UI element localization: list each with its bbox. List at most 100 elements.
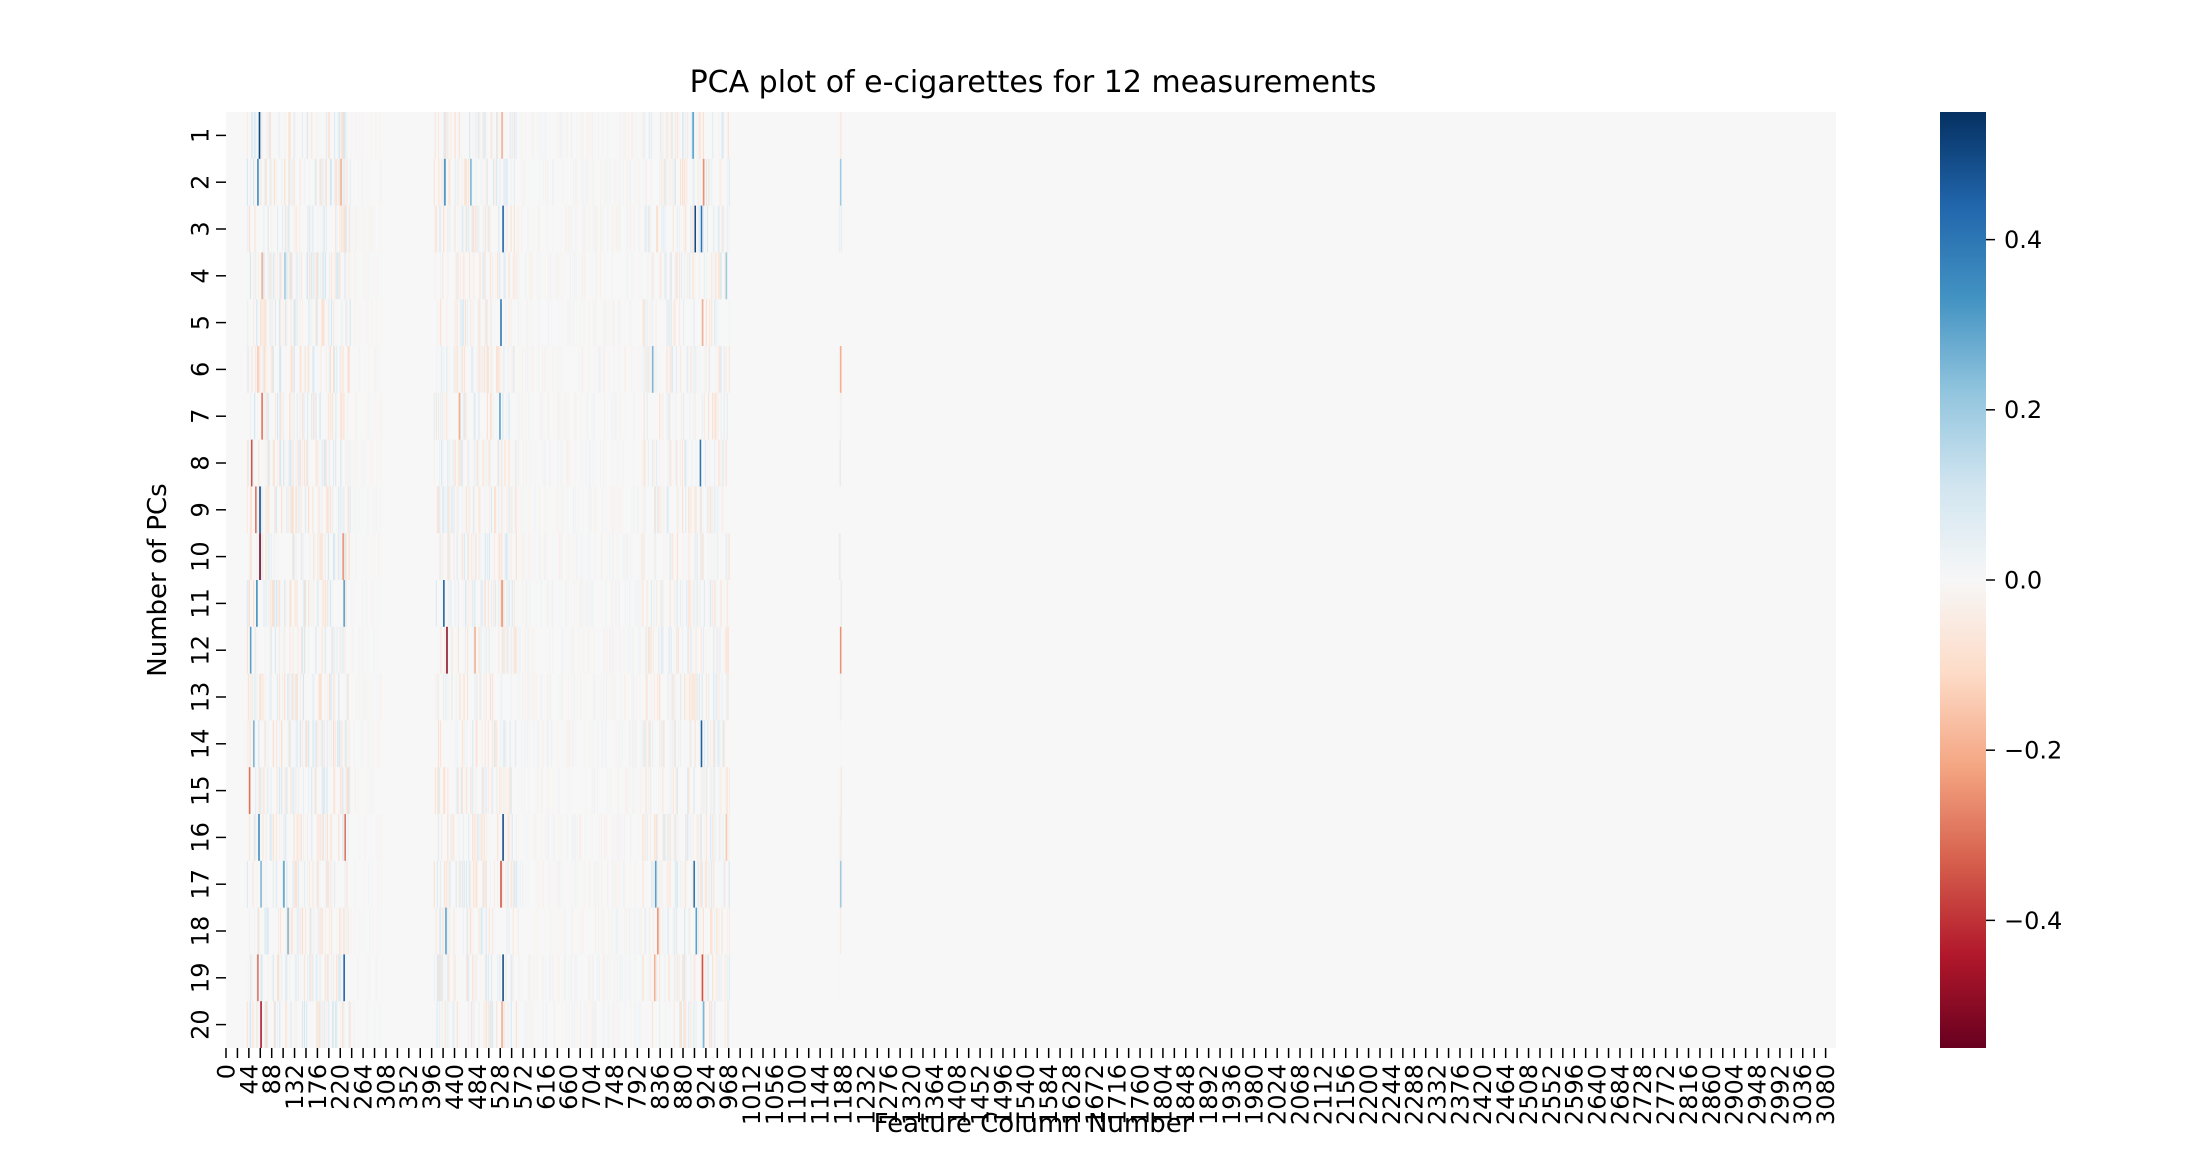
- heatmap-cell: [284, 814, 286, 861]
- heatmap-cell: [652, 860, 655, 908]
- heatmap-cell: [446, 673, 448, 721]
- heatmap-cell: [311, 112, 313, 159]
- heatmap-cell: [446, 860, 448, 908]
- heatmap-cell: [299, 299, 301, 346]
- heatmap-cell: [358, 299, 361, 346]
- heatmap-cell: [268, 439, 270, 487]
- heatmap-cell: [718, 720, 720, 768]
- heatmap-cell: [549, 673, 551, 721]
- heatmap-cell: [297, 907, 299, 955]
- heatmap-cell: [309, 158, 311, 206]
- heatmap-cell: [669, 580, 671, 627]
- heatmap-cell: [265, 907, 267, 955]
- heatmap-cell: [654, 626, 657, 674]
- heatmap-cell: [706, 767, 709, 814]
- heatmap-cell: [334, 158, 336, 206]
- heatmap-cell: [689, 252, 691, 300]
- heatmap-cell: [497, 346, 499, 393]
- heatmap-cell: [321, 626, 323, 674]
- heatmap-cell: [515, 486, 517, 534]
- heatmap-cell: [468, 860, 470, 908]
- heatmap-cell: [441, 814, 443, 861]
- heatmap-cell: [546, 299, 549, 346]
- heatmap-cell: [468, 205, 470, 253]
- heatmap-cell: [576, 954, 578, 1002]
- heatmap-cell: [565, 860, 567, 908]
- heatmap-cell: [664, 1001, 666, 1048]
- heatmap-cell: [565, 814, 567, 861]
- heatmap-cell: [513, 112, 515, 159]
- heatmap-cell: [533, 814, 535, 861]
- heatmap-cell: [688, 486, 690, 534]
- heatmap-cell: [612, 860, 614, 908]
- heatmap-cell: [276, 720, 279, 768]
- heatmap-cell: [309, 907, 311, 955]
- heatmap-cell: [838, 814, 841, 861]
- heatmap-cell: [273, 252, 275, 300]
- heatmap-cell: [465, 486, 468, 534]
- heatmap-cell: [627, 907, 630, 955]
- heatmap-cell: [330, 299, 333, 346]
- heatmap-cell: [618, 1001, 620, 1048]
- heatmap-cell: [619, 814, 621, 861]
- heatmap-cell: [343, 907, 345, 955]
- heatmap-cell: [512, 439, 514, 487]
- heatmap-cell: [719, 814, 721, 861]
- heatmap-cell: [505, 814, 507, 861]
- heatmap-cell: [448, 673, 450, 721]
- heatmap-cell: [681, 954, 684, 1002]
- heatmap-cell: [598, 346, 601, 393]
- heatmap-cell: [522, 346, 524, 393]
- heatmap-cell: [840, 205, 843, 253]
- heatmap-cell: [659, 486, 661, 534]
- heatmap-cell: [644, 112, 646, 159]
- colorbar-tick-label: −0.2: [2004, 737, 2062, 765]
- heatmap-cell: [537, 205, 539, 253]
- heatmap-cell: [570, 486, 573, 534]
- heatmap-cell: [597, 860, 600, 908]
- heatmap-cell: [688, 626, 690, 674]
- heatmap-cell: [435, 673, 438, 721]
- heatmap-cell: [487, 205, 489, 253]
- heatmap-cell: [499, 158, 501, 206]
- heatmap-cell: [725, 346, 727, 393]
- heatmap-cell: [689, 673, 691, 721]
- heatmap-cell: [460, 112, 462, 159]
- heatmap-cell: [727, 205, 729, 253]
- heatmap-cell: [614, 860, 616, 908]
- heatmap-cell: [283, 392, 285, 440]
- heatmap-cell: [484, 860, 486, 908]
- heatmap-cell: [689, 533, 691, 580]
- heatmap-cell: [676, 626, 678, 674]
- heatmap-cell: [257, 720, 259, 768]
- heatmap-cell: [332, 720, 335, 768]
- x-tick-label: 880: [669, 1064, 697, 1110]
- heatmap-cell: [300, 626, 302, 674]
- heatmap-cell: [701, 1001, 703, 1048]
- heatmap-cell: [593, 486, 595, 534]
- heatmap-cell: [358, 1001, 361, 1048]
- heatmap-cell: [641, 580, 643, 627]
- heatmap-cell: [640, 252, 642, 300]
- heatmap-cell: [641, 767, 643, 814]
- heatmap-cell: [587, 392, 589, 440]
- heatmap-cell: [474, 673, 476, 721]
- x-tick-label: 3080: [1812, 1064, 1840, 1125]
- heatmap-cell: [276, 439, 279, 487]
- heatmap-cell: [562, 486, 564, 534]
- heatmap-cell: [501, 673, 503, 721]
- heatmap-cell: [492, 720, 495, 768]
- heatmap-cell: [538, 720, 540, 768]
- heatmap-cell: [446, 954, 448, 1002]
- heatmap-cell: [372, 720, 374, 768]
- heatmap-cell: [345, 486, 347, 534]
- heatmap-cell: [581, 767, 583, 814]
- heatmap-cell: [368, 252, 370, 300]
- heatmap-cell: [335, 720, 337, 768]
- heatmap-cell: [348, 346, 350, 393]
- heatmap-cell: [525, 1001, 527, 1048]
- heatmap-cell: [631, 720, 633, 768]
- heatmap-cell: [330, 626, 333, 674]
- heatmap-cell: [367, 767, 369, 814]
- heatmap-cell: [269, 767, 271, 814]
